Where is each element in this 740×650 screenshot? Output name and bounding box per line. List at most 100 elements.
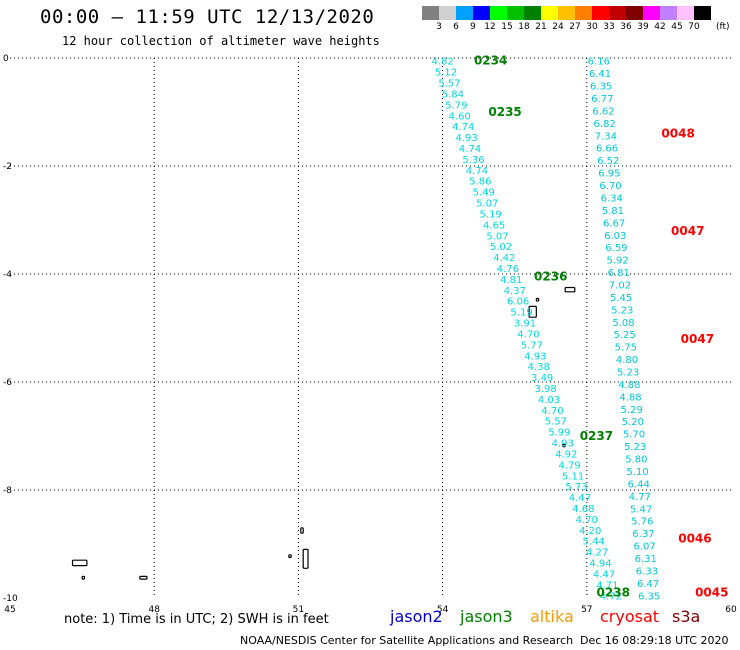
swh-value-jason3: 5.57 [438, 79, 460, 90]
color-scale-swatch [473, 6, 490, 20]
swh-value-cryosat: 5.81 [602, 206, 624, 217]
swh-value-cryosat: 6.66 [596, 144, 618, 155]
y-tick-label: -10 [3, 594, 18, 604]
swh-value-jason3: 4.93 [456, 133, 478, 144]
color-scale-label: 24 [552, 22, 564, 32]
footer-timestamp: Dec 16 08:29:18 UTC 2020 [580, 634, 729, 647]
swh-value-cryosat: 6.95 [598, 169, 620, 180]
swh-value-cryosat: 4.80 [616, 355, 638, 366]
swh-value-cryosat: 5.80 [625, 455, 647, 466]
color-scale-swatch [592, 6, 609, 20]
color-scale-swatch [507, 6, 524, 20]
swh-value-cryosat: 5.29 [621, 405, 643, 416]
swh-value-cryosat: 6.81 [608, 268, 630, 279]
swh-value-jason3: 4.94 [589, 559, 611, 570]
island-outline [139, 575, 148, 580]
swh-value-jason3: 4.93 [552, 439, 574, 450]
swh-value-cryosat: 6.41 [589, 69, 611, 80]
swh-value-jason3: 5.44 [583, 537, 605, 548]
color-scale-swatch [677, 6, 694, 20]
swh-value-jason3: 4.70 [517, 329, 539, 340]
map-note: note: 1) Time is in UTC; 2) SWH is in fe… [64, 612, 329, 627]
swh-value-cryosat: 5.45 [610, 293, 632, 304]
swh-value-cryosat: 6.16 [588, 57, 610, 68]
swh-value-cryosat: 5.75 [615, 343, 637, 354]
color-scale-label: 18 [518, 22, 530, 32]
swh-value-jason3: 4.70 [576, 515, 598, 526]
swh-value-cryosat: 6.82 [594, 119, 616, 130]
satellite-legend-s3a: s3a [672, 607, 701, 626]
swh-value-jason3: 5.77 [521, 340, 543, 351]
swh-value-jason3: 3.49 [531, 373, 553, 384]
island-outline [302, 548, 309, 569]
swh-value-cryosat: 6.31 [635, 554, 657, 565]
color-scale-swatch [490, 6, 507, 20]
swh-value-jason3: 6.06 [507, 297, 529, 308]
swh-value-cryosat: 5.70 [623, 430, 645, 441]
color-scale-label: 12 [484, 22, 496, 32]
y-tick-label: -8 [3, 486, 12, 496]
swh-value-cryosat: 6.07 [633, 542, 655, 553]
swh-value-jason3: 5.57 [545, 417, 567, 428]
swh-value-jason3: 5.36 [462, 155, 484, 166]
swh-value-cryosat: 6.37 [632, 529, 654, 540]
swh-value-jason3: 4.42 [493, 253, 515, 264]
x-tick-label: 57 [581, 605, 592, 615]
pass-time-label: 0237 [580, 429, 613, 443]
swh-value-cryosat: 5.76 [631, 517, 653, 528]
color-scale-swatch [575, 6, 592, 20]
color-scale-swatch [456, 6, 473, 20]
y-tick-label: -2 [3, 162, 12, 172]
swh-value-jason3: 4.68 [572, 504, 594, 515]
swh-value-jason3: 4.74 [459, 144, 481, 155]
pass-time-label: 0238 [597, 586, 630, 600]
color-scale-swatch [524, 6, 541, 20]
swh-value-cryosat: 5.23 [624, 442, 646, 453]
pass-time-label: 0047 [681, 332, 714, 346]
swh-value-cryosat: 6.34 [601, 193, 623, 204]
island-outline [564, 286, 576, 293]
island-outline [562, 443, 566, 448]
color-scale-swatch [643, 6, 660, 20]
color-scale-label: 9 [470, 22, 476, 32]
y-tick-label: 0 [3, 54, 9, 64]
swh-value-jason3: 5.73 [565, 482, 587, 493]
color-scale-label: 39 [637, 22, 649, 32]
pass-time-label: 0234 [474, 54, 507, 68]
pass-time-label: 0045 [695, 586, 728, 600]
swh-value-cryosat: 6.33 [636, 566, 658, 577]
swh-value-jason3: 4.81 [500, 275, 522, 286]
x-tick-label: 54 [437, 605, 449, 615]
swh-value-jason3: 4.76 [497, 264, 519, 275]
color-scale-label: 15 [501, 22, 513, 32]
swh-value-cryosat: 6.44 [628, 479, 650, 490]
swh-value-jason3: 4.92 [555, 449, 577, 460]
color-scale-label: 42 [654, 22, 666, 32]
swh-value-jason3: 5.84 [442, 89, 464, 100]
swh-value-jason3: 4.70 [541, 406, 563, 417]
pass-time-label: 0046 [678, 532, 711, 546]
swh-value-jason3: 4.79 [559, 460, 581, 471]
swh-value-jason3: 4.47 [593, 569, 615, 580]
swh-value-cryosat: 6.35 [590, 82, 612, 93]
color-scale-swatch [626, 6, 643, 20]
color-scale-label: 27 [569, 22, 581, 32]
pass-time-label: 0048 [661, 127, 694, 141]
swh-value-cryosat: 5.10 [626, 467, 648, 478]
swh-value-cryosat: 4.77 [629, 492, 651, 503]
swh-value-jason3: 5.86 [469, 177, 491, 188]
swh-value-jason3: 4.60 [449, 111, 471, 122]
swh-value-jason3: 4.47 [569, 493, 591, 504]
footer-credit: NOAA/NESDIS Center for Satellite Applica… [240, 634, 574, 647]
swh-value-jason3: 5.07 [486, 231, 508, 242]
swh-value-jason3: 5.02 [490, 242, 512, 253]
swh-value-cryosat: 6.62 [592, 106, 614, 117]
swh-value-jason3: 4.74 [452, 122, 474, 133]
color-scale-label: 33 [603, 22, 615, 32]
color-scale-label: 6 [453, 22, 459, 32]
swh-value-jason3: 5.79 [445, 100, 467, 111]
swh-value-cryosat: 5.08 [612, 318, 634, 329]
color-scale-label: 30 [586, 22, 598, 32]
island-outline [300, 527, 304, 534]
color-scale-swatch [609, 6, 626, 20]
